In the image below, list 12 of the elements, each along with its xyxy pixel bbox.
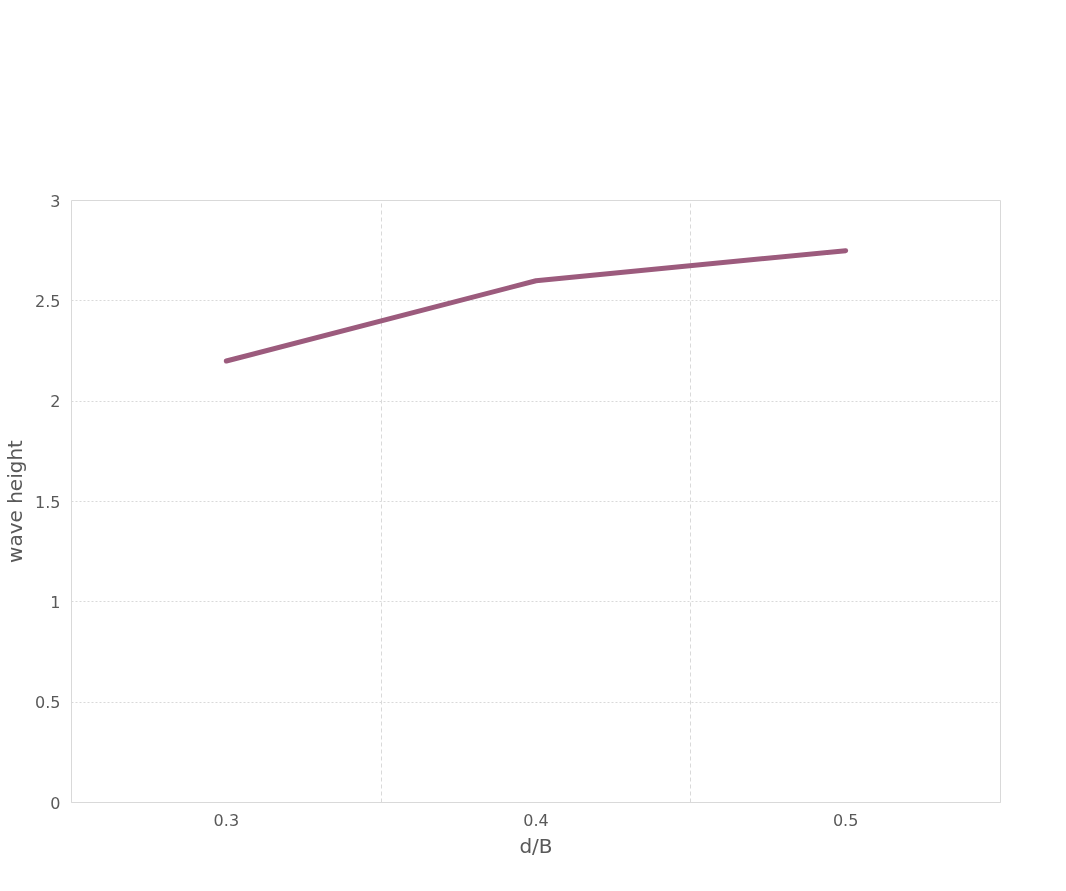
y-tick-label: 2 xyxy=(50,392,61,412)
y-tick-label: 3 xyxy=(50,191,61,211)
x-tick-label: 0.3 xyxy=(213,810,240,830)
y-tick-label: 1 xyxy=(50,592,61,612)
x-axis-title: d/B xyxy=(519,833,553,858)
y-tick-label: 1.5 xyxy=(35,492,61,512)
x-tick-label: 0.5 xyxy=(832,810,859,830)
y-axis-title: wave height xyxy=(3,439,28,563)
x-tick-label: 0.4 xyxy=(523,810,549,830)
y-tick-label: 0.5 xyxy=(35,693,61,713)
y-tick-label: 0 xyxy=(50,793,61,813)
y-tick-label: 2.5 xyxy=(35,291,61,311)
